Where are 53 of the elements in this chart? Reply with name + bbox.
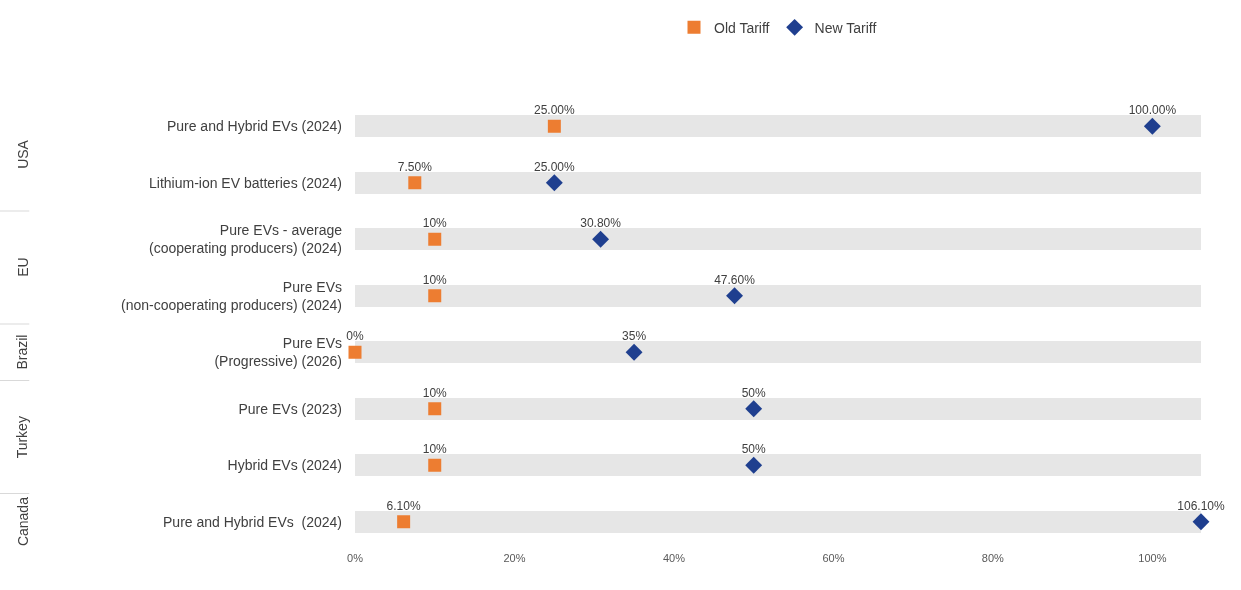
point <box>745 456 763 474</box>
y-tick-label: Pure EVs - average (cooperating producers) (2024) <box>149 222 343 257</box>
text: Canada <box>14 496 31 547</box>
data-label: 25.00% <box>533 159 576 174</box>
point <box>428 289 442 303</box>
text: EU <box>14 257 31 277</box>
data-label: 10% <box>422 272 448 287</box>
data-label: 106.10% <box>1177 498 1226 513</box>
point <box>547 119 561 133</box>
x-tick-label: 0% <box>347 552 364 564</box>
data-label: 10% <box>422 216 448 231</box>
y-tick-label: Pure EVs (non-cooperating producers) (2024) <box>120 278 342 313</box>
text: Brazil <box>14 334 31 370</box>
data-label: 50% <box>741 385 767 400</box>
legend-label: New Tariff <box>814 19 877 36</box>
point <box>745 400 763 418</box>
x-tick-label: 20% <box>503 552 526 564</box>
point <box>1192 513 1210 531</box>
data-label: 30.80% <box>580 216 622 231</box>
point <box>348 345 362 359</box>
point <box>545 174 563 192</box>
y-tick-label: Hybrid EVs (2024) <box>227 457 342 474</box>
legend-label: Old Tariff <box>714 19 770 36</box>
text: USA <box>14 139 31 169</box>
point <box>428 402 442 416</box>
x-tick-label: 80% <box>981 552 1005 564</box>
data-label: 10% <box>422 385 448 400</box>
y-tick-label: Lithium-ion EV batteries (2024) <box>149 174 342 191</box>
text: Turkey <box>14 416 31 459</box>
point <box>428 232 442 246</box>
x-tick-label: 60% <box>822 552 845 564</box>
data-label: 10% <box>422 442 448 457</box>
data-label: 100.00% <box>1128 103 1177 118</box>
point <box>428 458 442 472</box>
data-label: 50% <box>741 442 767 457</box>
point <box>625 343 643 361</box>
data-label: 0% <box>346 329 364 344</box>
data-label: 7.50% <box>397 159 433 174</box>
point <box>1143 117 1161 135</box>
y-tick-label: Pure and Hybrid EVs (2024) <box>166 118 342 135</box>
x-tick-label: 100% <box>1138 552 1167 564</box>
data-label: 6.10% <box>386 498 421 513</box>
data-label: 25.00% <box>533 103 576 118</box>
y-tick-label: Pure and Hybrid EVs (2024) <box>163 513 342 530</box>
y-tick-label: Pure EVs (2023) <box>238 400 342 417</box>
data-label: 35% <box>622 329 647 344</box>
point <box>726 287 743 305</box>
point <box>397 515 411 529</box>
data-label: 47.60% <box>714 272 756 287</box>
x-tick-label: 40% <box>662 552 686 564</box>
y-tick-label: Pure EVs (Progressive) (2026) <box>214 335 342 370</box>
point <box>408 176 422 190</box>
point <box>592 230 610 248</box>
